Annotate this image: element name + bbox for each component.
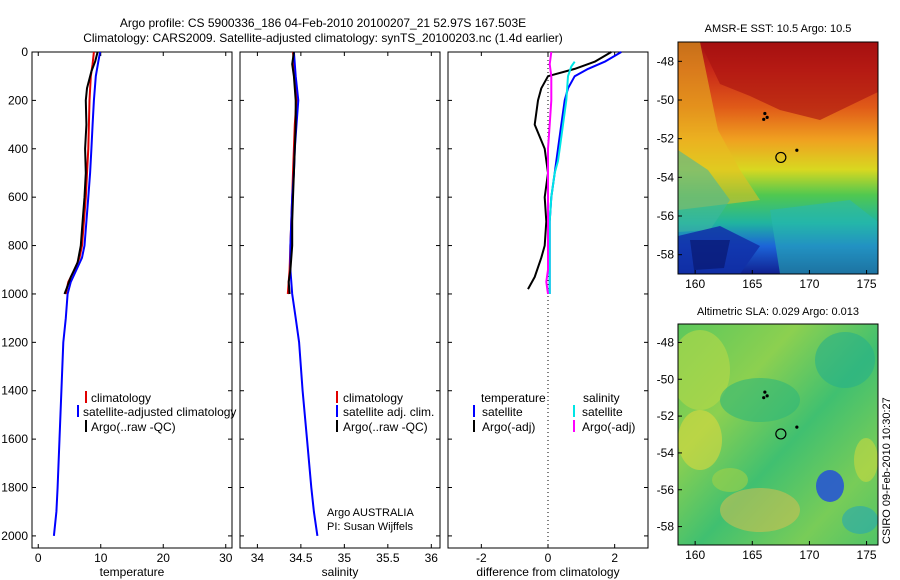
x-axis-label: salinity xyxy=(322,565,359,579)
track-point xyxy=(795,148,799,152)
x-tick-label: -2 xyxy=(476,551,487,565)
y-tick-label: 1600 xyxy=(1,432,28,446)
salinity-legend: climatology satellite adj. clim. Argo(..… xyxy=(336,391,434,434)
sst-map-axes: 160 165 170 175 -48 -50 -52 -54 -56 -58 xyxy=(657,54,877,291)
x-tick-label: 0 xyxy=(545,551,552,565)
y-tick-label: 1800 xyxy=(1,481,28,495)
sst-map-image xyxy=(678,42,878,274)
sla-map-marks xyxy=(762,390,799,440)
legend-label: satellite adj. clim. xyxy=(343,405,434,419)
y-tick-label: 0 xyxy=(21,45,28,59)
map-y-tick-label: -48 xyxy=(657,54,675,68)
pi-annotation: PI: Susan Wijffels xyxy=(327,521,413,533)
map-y-tick-label: -52 xyxy=(657,132,675,146)
y-tick-label: 2000 xyxy=(1,529,28,543)
map-x-tick-label: 175 xyxy=(857,548,877,562)
series-line-argo-raw-qc xyxy=(287,51,297,295)
track-point xyxy=(765,394,769,398)
series-line-temperature-argo-adj xyxy=(527,51,612,290)
legend-label: climatology xyxy=(343,391,403,405)
series-line-argo-raw-qc xyxy=(63,51,99,295)
map-y-tick-label: -56 xyxy=(657,209,675,223)
float-position-marker xyxy=(775,151,787,164)
legend-label: satellite xyxy=(482,405,523,419)
x-tick-label: 30 xyxy=(219,551,233,565)
difference-legend: temperature salinity satellite Argo(-adj… xyxy=(473,391,635,434)
y-tick-label: 800 xyxy=(8,239,28,253)
institution-annotation: Argo AUSTRALIA xyxy=(327,507,414,519)
series-line-salinity-satellite xyxy=(548,61,576,294)
sst-map-title: AMSR-E SST: 10.5 Argo: 10.5 xyxy=(705,23,852,35)
track-point xyxy=(762,396,766,400)
salinity-panel: 34 34.5 35 35.5 36 salinity xyxy=(240,51,440,579)
y-tick-label: 600 xyxy=(8,190,28,204)
map-y-tick-label: -50 xyxy=(657,93,675,107)
series-line-satellite-adjusted-climatology xyxy=(52,51,102,537)
legend-label: Argo(..raw -QC) xyxy=(91,420,176,434)
temperature-legend: climatology satellite-adjusted climatolo… xyxy=(77,391,236,434)
sla-map-image xyxy=(678,324,878,545)
x-axis-label: temperature xyxy=(100,565,165,579)
map-y-tick-label: -54 xyxy=(657,446,675,460)
temperature-panel: 0 10 20 30 0 200 400 600 800 1000 1200 1400 1600 1800… xyxy=(1,45,232,579)
x-tick-label: 34.5 xyxy=(289,551,313,565)
y-tick-label: 1000 xyxy=(1,287,28,301)
sla-map-title: Altimetric SLA: 0.029 Argo: 0.013 xyxy=(697,306,859,318)
x-tick-label: 10 xyxy=(94,551,108,565)
track-point xyxy=(765,115,769,119)
map-x-tick-label: 170 xyxy=(799,548,819,562)
legend-label: Argo(-adj) xyxy=(582,420,635,434)
legend-label: climatology xyxy=(91,391,151,405)
map-y-tick-label: -54 xyxy=(657,170,675,184)
map-y-tick-label: -58 xyxy=(657,520,675,534)
map-y-tick-label: -58 xyxy=(657,248,675,262)
temperature-panel-frame xyxy=(31,51,233,549)
sst-map-frame xyxy=(677,41,879,275)
sla-map-frame xyxy=(677,323,879,546)
salinity-panel-frame xyxy=(239,51,441,549)
map-x-tick-label: 175 xyxy=(857,277,877,291)
sla-map-axes: 160 165 170 175 -48 -50 -52 -54 -56 -58 xyxy=(657,335,877,562)
legend-column-title: salinity xyxy=(583,391,620,405)
float-position-marker xyxy=(775,428,787,440)
track-point xyxy=(763,390,767,394)
x-tick-label: 2 xyxy=(611,551,618,565)
x-tick-label: 0 xyxy=(35,551,42,565)
track-point xyxy=(763,111,767,116)
legend-label: satellite xyxy=(582,405,623,419)
x-tick-label: 35.5 xyxy=(376,551,400,565)
track-point xyxy=(795,425,799,429)
map-y-tick-label: -50 xyxy=(657,372,675,386)
series-line-salinity-argo-adj xyxy=(545,51,553,295)
y-tick-label: 200 xyxy=(8,93,28,107)
map-x-tick-label: 165 xyxy=(742,548,762,562)
y-tick-label: 1400 xyxy=(1,384,28,398)
timestamp-stamp: CSIRO 09-Feb-2010 10:30:27 xyxy=(881,397,893,544)
map-y-tick-label: -56 xyxy=(657,483,675,497)
map-x-tick-label: 165 xyxy=(742,277,762,291)
y-tick-label: 400 xyxy=(8,142,28,156)
x-axis-label: difference from climatology xyxy=(476,565,619,579)
figure-title-line2: Climatology: CARS2009. Satellite-adjuste… xyxy=(83,31,563,45)
map-y-tick-label: -48 xyxy=(657,335,675,349)
y-tick-label: 1200 xyxy=(1,335,28,349)
x-tick-label: 36 xyxy=(425,551,439,565)
map-y-tick-label: -52 xyxy=(657,409,675,423)
legend-label: Argo(-adj) xyxy=(482,420,535,434)
legend-label: satellite-adjusted climatology xyxy=(83,405,236,419)
x-tick-label: 20 xyxy=(157,551,171,565)
sst-map-marks xyxy=(762,111,799,164)
x-tick-label: 34 xyxy=(251,551,265,565)
map-x-tick-label: 170 xyxy=(799,277,819,291)
figure-title-line1: Argo profile: CS 5900336_186 04-Feb-2010… xyxy=(120,16,526,30)
series-line-temperature-satellite xyxy=(548,51,622,294)
legend-label: Argo(..raw -QC) xyxy=(343,420,428,434)
legend-column-title: temperature xyxy=(481,391,546,405)
map-x-tick-label: 160 xyxy=(685,277,705,291)
x-tick-label: 35 xyxy=(338,551,352,565)
map-x-tick-label: 160 xyxy=(685,548,705,562)
track-point xyxy=(762,117,766,121)
